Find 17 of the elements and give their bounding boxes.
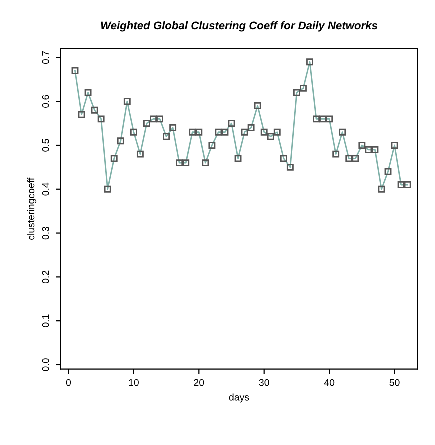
x-axis-title: days <box>229 394 250 403</box>
chart-title: Weighted Global Clustering Coeff for Daily Networks <box>101 21 378 32</box>
y-tick-label: 0.2 <box>42 270 50 284</box>
y-tick-label: 0.3 <box>42 226 50 240</box>
y-tick-label: 0.5 <box>42 139 50 152</box>
x-tick-label: 10 <box>129 379 139 386</box>
y-axis-title: clusteringcoeff <box>27 178 37 240</box>
x-tick-label: 40 <box>324 379 335 386</box>
x-tick-label: 50 <box>390 379 400 386</box>
x-tick-label: 0 <box>66 379 72 386</box>
y-tick-label: 0.4 <box>42 182 50 196</box>
y-tick-label: 0.1 <box>42 314 50 328</box>
y-tick-label: 0.7 <box>42 51 50 64</box>
x-tick-label: 20 <box>194 379 204 386</box>
x-tick-label: 30 <box>259 379 270 386</box>
y-tick-label: 0.6 <box>42 95 50 108</box>
y-tick-label: 0.0 <box>42 358 50 372</box>
